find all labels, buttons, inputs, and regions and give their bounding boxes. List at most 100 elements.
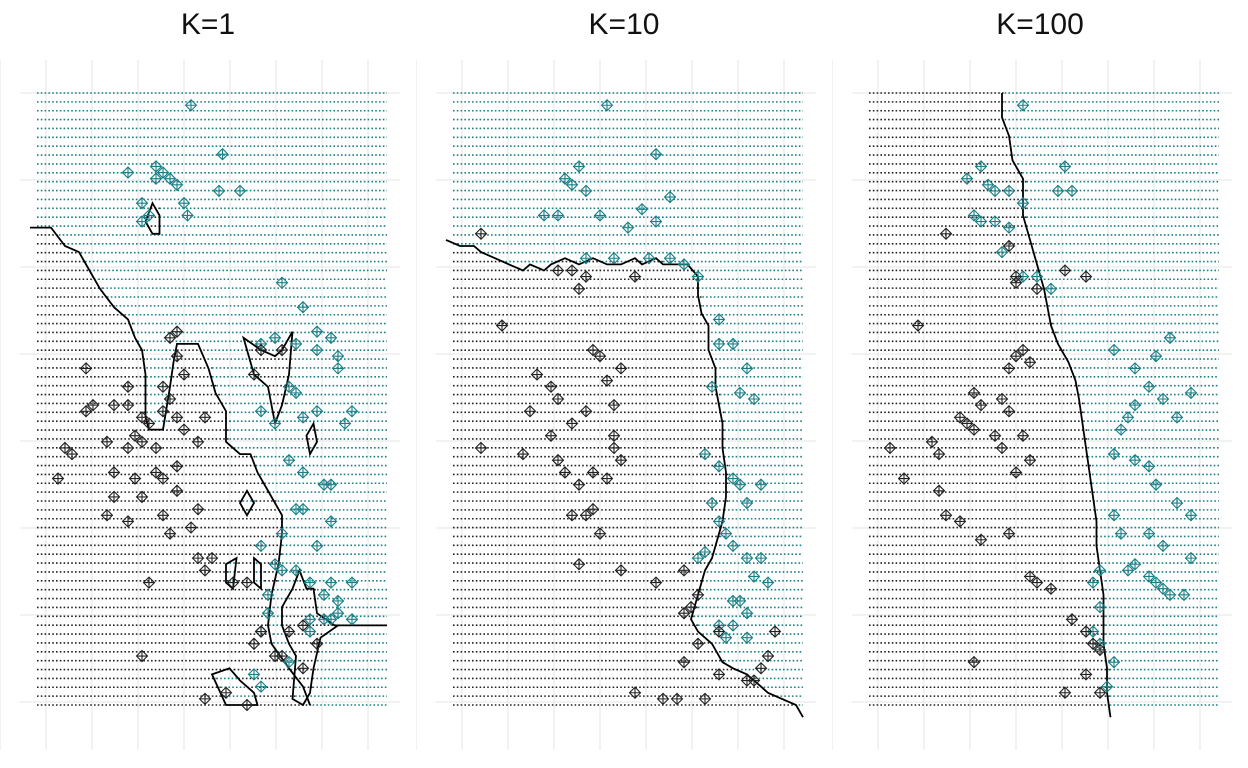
point-cross	[1157, 393, 1169, 405]
point-cross	[692, 271, 704, 283]
point-cross	[1164, 589, 1176, 601]
point-class-a	[761, 576, 775, 589]
point-cross	[678, 258, 690, 270]
point-class-b	[107, 490, 121, 504]
point-cross	[1150, 577, 1162, 589]
point-cross	[171, 411, 183, 423]
point-cross	[269, 417, 281, 429]
point-cross	[552, 454, 564, 466]
point-class-b	[163, 331, 177, 345]
point-class-a	[677, 258, 691, 271]
point-class-a	[551, 209, 565, 222]
point-class-a	[967, 209, 981, 222]
point-diamond	[184, 521, 198, 534]
point-cross	[276, 528, 288, 540]
point-class-b	[135, 490, 149, 504]
point-class-b	[712, 625, 726, 638]
point-class-a	[324, 515, 338, 528]
point-class-a	[600, 98, 614, 112]
point-class-a	[233, 184, 247, 198]
point-class-a	[268, 331, 282, 345]
point-cross	[346, 405, 358, 417]
point-class-b	[593, 349, 607, 363]
point-cross	[769, 626, 781, 638]
point-class-a	[719, 631, 733, 644]
point-class-a	[733, 478, 747, 491]
point-cross	[1108, 656, 1120, 668]
point-class-b	[551, 453, 565, 467]
point-class-b	[656, 692, 670, 706]
point-class-a	[303, 576, 317, 589]
point-class-a	[649, 215, 663, 228]
point-cross	[954, 411, 966, 423]
point-cross	[545, 381, 557, 393]
point-cross	[678, 607, 690, 619]
point-cross	[741, 497, 753, 509]
point-class-a	[698, 447, 712, 461]
point-class-a	[296, 411, 310, 424]
point-class-b	[156, 404, 170, 418]
point-class-a	[1156, 392, 1170, 406]
point-class-a	[1114, 423, 1128, 436]
point-class-b	[939, 509, 953, 522]
point-class-a	[747, 570, 761, 583]
point-class-b	[960, 417, 974, 430]
point-class-b	[1058, 264, 1072, 277]
point-cross	[594, 209, 606, 221]
point-cross	[692, 552, 704, 564]
point-diamond	[565, 264, 579, 277]
point-cross	[1150, 479, 1162, 491]
point-cross	[1094, 564, 1106, 576]
point-cross	[311, 326, 323, 338]
prediction-grid	[37, 92, 387, 706]
point-class-b	[523, 404, 537, 418]
point-class-a	[1128, 453, 1142, 467]
point-cross	[1143, 528, 1155, 540]
point-class-b	[586, 466, 600, 479]
point-cross	[297, 411, 309, 423]
point-cross	[332, 362, 344, 374]
point-class-a	[1128, 398, 1142, 412]
point-class-b	[911, 319, 925, 332]
point-cross	[545, 430, 557, 442]
point-diamond	[551, 264, 565, 277]
point-class-b	[967, 386, 981, 400]
point-class-a	[579, 184, 593, 198]
point-cross	[1171, 411, 1183, 423]
point-class-b	[156, 472, 170, 485]
point-class-a	[740, 362, 754, 375]
point-class-a	[261, 588, 275, 602]
point-cross	[996, 393, 1008, 405]
point-class-a	[1121, 411, 1135, 424]
point-cross	[954, 515, 966, 527]
point-cross	[898, 473, 910, 485]
decision-boundary-island	[305, 420, 318, 457]
point-cross	[1059, 687, 1071, 699]
point-cross	[1031, 271, 1043, 283]
point-class-a	[282, 655, 296, 669]
point-cross	[1129, 362, 1141, 374]
point-class-b	[953, 515, 967, 528]
point-class-b	[219, 686, 233, 700]
point-cross	[255, 626, 267, 638]
point-cross	[262, 607, 274, 619]
point-class-b	[649, 576, 663, 589]
point-cross	[975, 160, 987, 172]
point-class-a	[1107, 655, 1121, 669]
point-cross	[1010, 350, 1022, 362]
point-class-b	[691, 588, 705, 602]
point-class-a	[303, 625, 317, 638]
plot-area	[0, 60, 400, 750]
point-cross	[538, 209, 550, 221]
point-cross	[755, 479, 767, 491]
point-cross	[741, 362, 753, 374]
point-class-a	[184, 98, 198, 112]
point-class-b	[614, 453, 628, 467]
point-class-a	[310, 343, 324, 357]
point-cross	[671, 693, 683, 705]
point-class-b	[967, 423, 981, 436]
point-cross	[192, 552, 204, 564]
point-cross	[968, 209, 980, 221]
point-diamond	[579, 509, 593, 522]
point-class-a	[289, 564, 303, 577]
